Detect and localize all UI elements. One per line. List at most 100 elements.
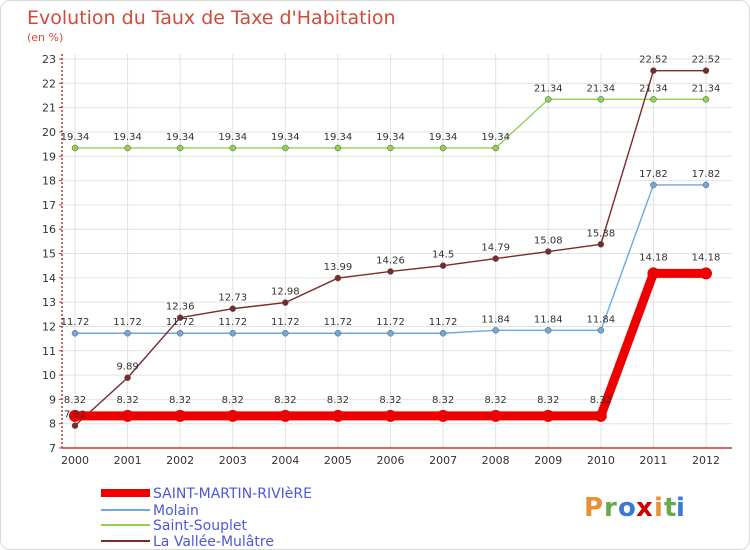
data-label: 19.34 [481, 132, 510, 143]
y-tick-label: 23 [42, 53, 56, 66]
y-tick-label: 14 [42, 272, 56, 285]
x-tick-label: 2011 [639, 454, 667, 467]
data-point [226, 409, 239, 422]
legend: SAINT-MARTIN-RIVIèREMolainSaint-SoupletL… [101, 486, 312, 550]
y-tick-label: 9 [49, 393, 56, 406]
data-label: 11.72 [61, 317, 90, 328]
data-label: 7.92 [64, 410, 86, 421]
y-tick-label: 19 [42, 150, 56, 163]
data-point [597, 96, 605, 103]
data-label: 11.84 [587, 314, 616, 325]
data-label: 21.34 [692, 83, 721, 94]
brand-letter: t [664, 493, 676, 523]
y-tick-label: 11 [42, 345, 56, 358]
x-tick-label: 2003 [219, 454, 247, 467]
data-point [121, 409, 134, 422]
data-point [545, 327, 552, 334]
data-point [545, 248, 552, 255]
data-label: 8.32 [327, 395, 349, 406]
data-label: 11.84 [481, 314, 510, 325]
data-point [334, 329, 342, 337]
brand-letter: i [676, 493, 685, 523]
data-label: 11.72 [376, 317, 405, 328]
data-point [124, 144, 131, 152]
x-tick-label: 2001 [114, 454, 142, 467]
x-tick-label: 2009 [534, 454, 562, 467]
data-label: 14.18 [639, 252, 668, 263]
data-point [331, 409, 344, 422]
data-label: 21.34 [534, 83, 563, 94]
data-label: 8.32 [485, 395, 507, 406]
data-point [700, 267, 712, 280]
data-label: 12.36 [166, 302, 195, 313]
data-label: 11.72 [218, 317, 247, 328]
data-label: 8.32 [116, 395, 138, 406]
data-label: 21.34 [639, 83, 668, 94]
data-label: 19.34 [218, 132, 247, 143]
data-point [439, 144, 447, 152]
y-tick-label: 22 [42, 77, 56, 90]
data-label: 8.32 [379, 395, 401, 406]
data-point [650, 181, 657, 189]
data-label: 19.34 [324, 132, 353, 143]
data-point [387, 268, 394, 275]
data-point [71, 422, 79, 429]
brand-letter: r [604, 493, 617, 523]
grid [62, 54, 732, 449]
data-label: 8.32 [590, 395, 612, 406]
data-label: 17.82 [639, 169, 668, 180]
data-point [387, 144, 394, 152]
data-point [545, 96, 552, 103]
data-label: 12.98 [271, 287, 300, 298]
series-lines [69, 67, 712, 429]
data-label: 12.73 [218, 293, 247, 304]
data-point [229, 305, 236, 312]
data-point [334, 274, 342, 282]
data-point [387, 329, 394, 337]
data-point [492, 327, 499, 334]
data-label: 19.34 [376, 132, 405, 143]
data-point [282, 299, 289, 306]
data-point [492, 144, 499, 152]
data-label: 14.18 [692, 252, 721, 263]
x-tick-label: 2002 [166, 454, 194, 467]
data-point [71, 329, 79, 337]
data-point [650, 67, 657, 74]
x-tick-label: 2008 [482, 454, 510, 467]
data-point [597, 241, 605, 248]
chart-title: Evolution du Taux de Taxe d'Habitation [27, 7, 396, 29]
data-label: 14.26 [376, 255, 405, 266]
data-point [282, 329, 289, 337]
data-labels: 8.32 8.32 8.32 8.32 8.32 8.32 8.32 8.32 8.32 8.32… [61, 55, 721, 421]
data-point [542, 409, 555, 422]
data-label: 8.32 [432, 395, 454, 406]
chart-subtitle: (en %) [27, 31, 64, 44]
data-label: 19.34 [271, 132, 300, 143]
data-label: 15.38 [587, 228, 616, 239]
data-label: 19.34 [113, 132, 142, 143]
data-point [437, 409, 450, 422]
axes: 7 8 9 10 11 12 13 14 15 16 17 18 19 20 21 22 23 2000 2001 2… [42, 53, 732, 467]
x-tick-label: 2010 [587, 454, 615, 467]
data-point [702, 96, 710, 103]
data-label: 8.32 [222, 395, 244, 406]
y-tick-label: 8 [49, 418, 56, 431]
y-tick-label: 17 [42, 199, 56, 212]
legend-entry: SAINT-MARTIN-RIVIèRE [153, 486, 312, 502]
brand-letter: x [636, 493, 653, 523]
data-label: 13.99 [324, 262, 353, 273]
data-label: 8.32 [537, 395, 559, 406]
data-point [489, 409, 502, 422]
y-tick-label: 16 [42, 223, 56, 236]
data-point [279, 409, 292, 422]
y-tick-label: 13 [42, 296, 56, 309]
legend-entry: La Vallée-Mulâtre [153, 534, 274, 550]
data-point [439, 329, 447, 337]
brand-letter: P [584, 493, 603, 523]
x-tick-label: 2005 [324, 454, 352, 467]
data-point [124, 329, 131, 337]
data-point [71, 144, 79, 152]
data-label: 11.72 [166, 317, 195, 328]
